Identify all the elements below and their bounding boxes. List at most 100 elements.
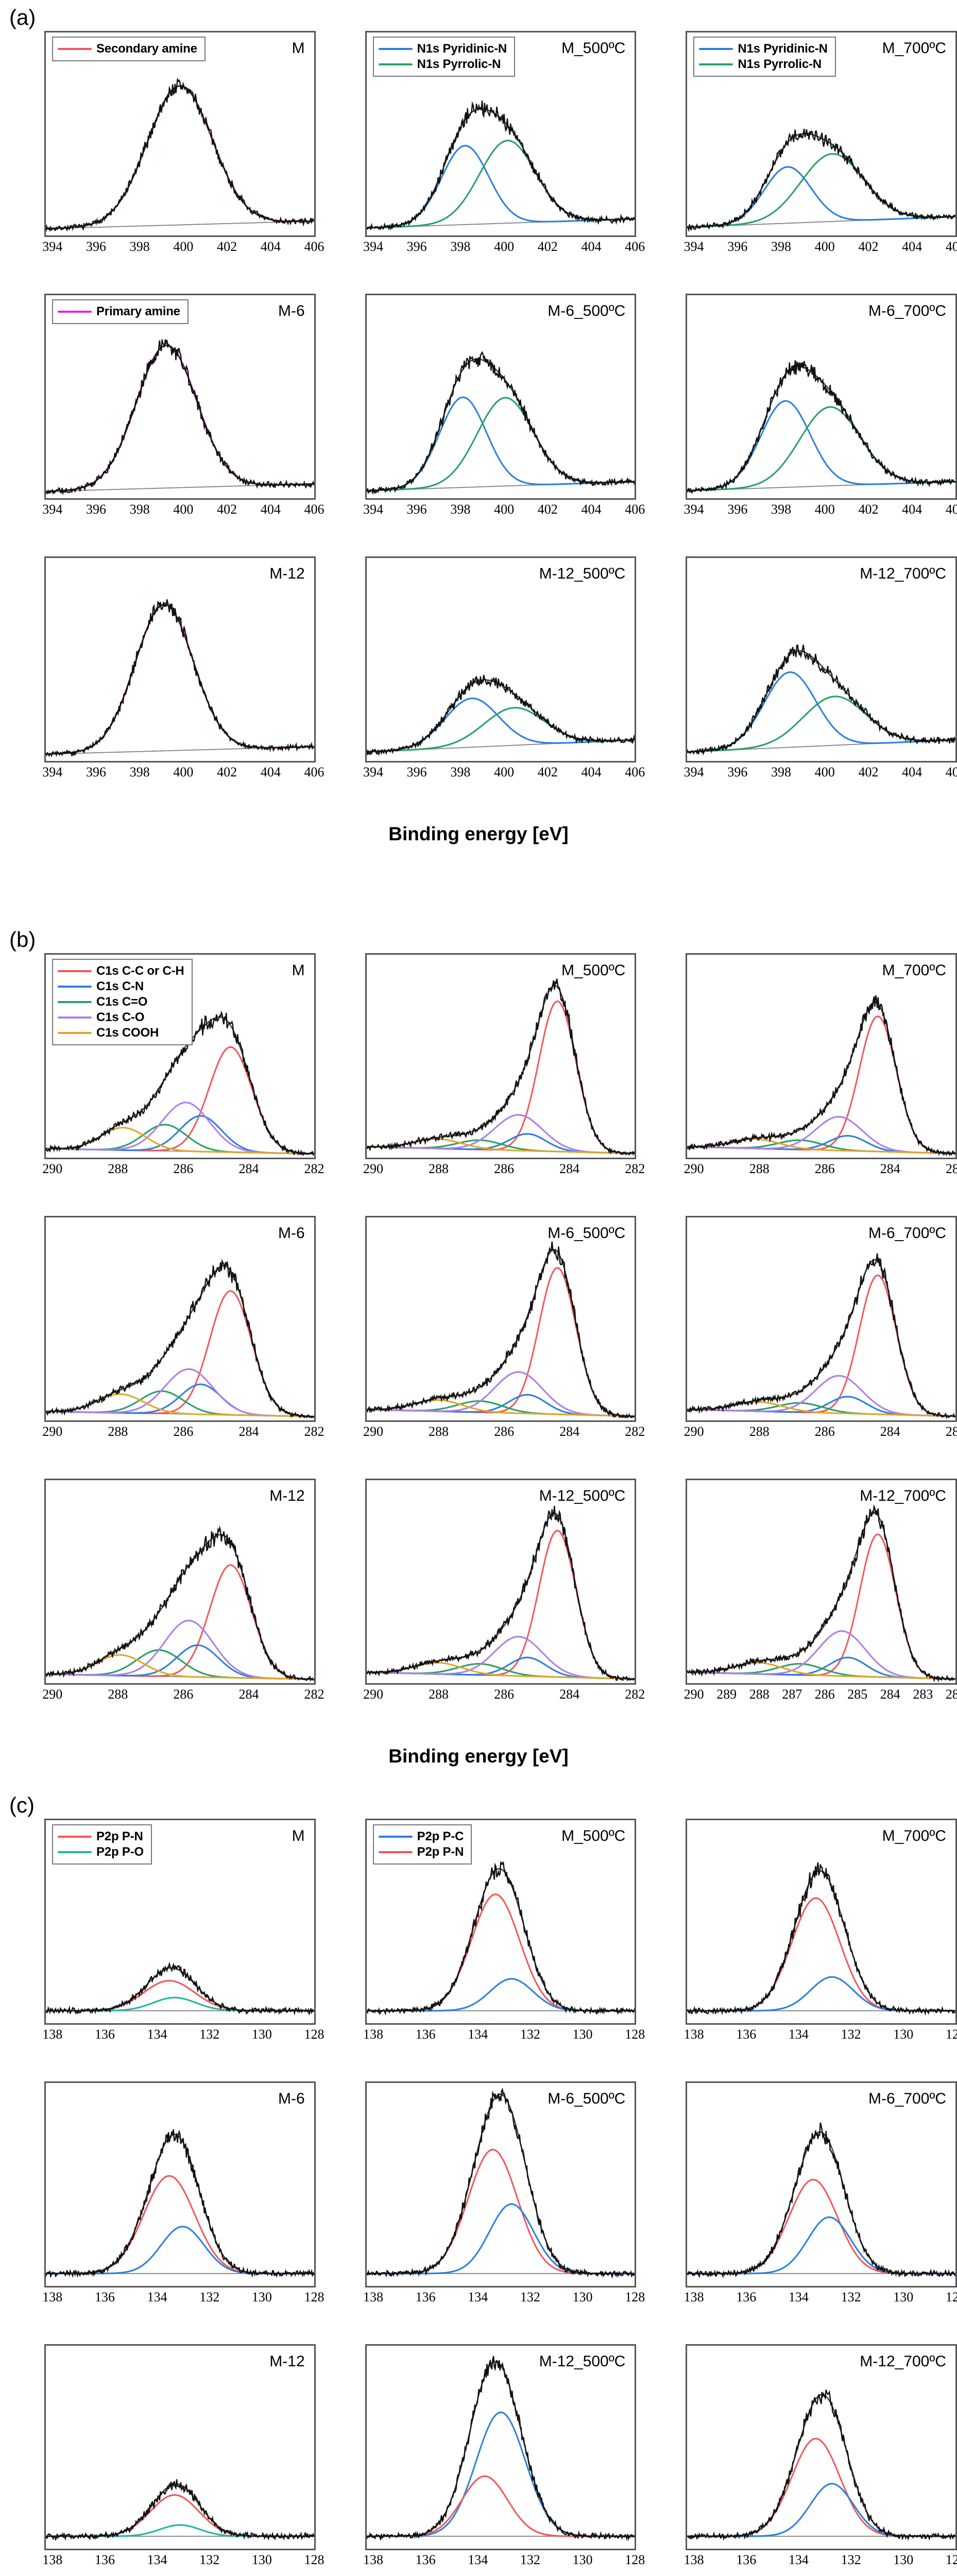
x-tick-label: 400 [494, 765, 515, 779]
x-tick-label: 282 [625, 1161, 645, 1176]
legend-entry: P2p P-C [378, 1829, 464, 1844]
x-tick-label: 286 [814, 1161, 835, 1176]
x-axis-ticks: 394 396 398 400 402 404 406 [363, 239, 645, 261]
panel-title: M-12_700ºC [860, 1487, 946, 1504]
plot-area: M-12_500ºC [365, 2344, 637, 2550]
x-tick-label: 132 [520, 2290, 540, 2304]
x-tick-label: 282 [625, 1424, 645, 1439]
x-tick-label: 404 [581, 502, 602, 517]
x-tick-label: 288 [429, 1424, 449, 1439]
legend-label: P2p P-O [96, 1845, 144, 1859]
legend-label: C1s COOH [96, 1026, 159, 1040]
legend-label: N1s Pyrrolic-N [738, 57, 822, 72]
x-tick-label: 394 [683, 765, 704, 779]
legend-entry: P2p P-N [58, 1829, 144, 1844]
x-tick-label: 396 [86, 765, 106, 779]
spectrum-cell: Intensity [a.u.]M_700ºC13813613413213012… [641, 1819, 957, 2081]
x-tick-label: 406 [945, 239, 957, 254]
x-tick-label: 130 [572, 2027, 593, 2042]
x-tick-label: 284 [559, 1424, 580, 1439]
x-tick-label: 136 [415, 2552, 436, 2567]
x-tick-label: 282 [304, 1424, 324, 1439]
x-tick-label: 282 [625, 1687, 645, 1702]
x-tick-label: 286 [494, 1161, 515, 1176]
x-tick-label: 400 [173, 765, 194, 779]
spectrum-cell: Intensity [a.u.]Primary amineM-639439639… [0, 294, 324, 556]
x-tick-label: 404 [581, 765, 602, 779]
x-tick-label: 394 [363, 765, 383, 779]
legend-entry: C1s C-C or C-H [58, 963, 184, 979]
x-tick-label: 402 [537, 765, 558, 779]
x-tick-label: 290 [42, 1161, 63, 1176]
x-tick-label: 288 [429, 1687, 449, 1702]
x-tick-label: 290 [363, 1424, 383, 1439]
panel-title: M_700ºC [882, 40, 946, 57]
x-axis-ticks: 138 136 134 132 130 128 [42, 2290, 324, 2311]
legend-color-swatch [378, 1836, 413, 1838]
x-tick-label: 406 [945, 765, 957, 779]
panel-title: M_700ºC [882, 962, 946, 979]
x-tick-label: 402 [217, 502, 237, 517]
x-tick-label: 285 [847, 1687, 868, 1702]
panel-title: M_700ºC [882, 1827, 946, 1844]
x-tick-label: 404 [581, 239, 602, 254]
x-tick-label: 400 [814, 502, 835, 517]
x-tick-label: 398 [129, 765, 150, 779]
x-tick-label: 136 [94, 2552, 115, 2567]
x-tick-label: 130 [893, 2027, 914, 2042]
x-tick-label: 284 [238, 1161, 259, 1176]
plot-area: M-12_700ºC [686, 556, 957, 762]
panel-title: M-12 [269, 565, 305, 582]
spectrum-cell: Intensity [a.u.]M-12_700ºC29028928828728… [641, 1479, 957, 1741]
x-tick-label: 128 [304, 2290, 324, 2304]
x-tick-label: 398 [771, 239, 792, 254]
x-tick-label: 283 [913, 1687, 933, 1702]
panel-title: M-6_500ºC [548, 2090, 626, 2107]
legend-entry: P2p P-N [378, 1844, 464, 1860]
plot-area: P2p P-C P2p P-N M_500ºC [365, 1819, 637, 2025]
x-tick-label: 402 [858, 502, 879, 517]
legend-entry: C1s C-O [58, 1010, 184, 1025]
x-tick-label: 396 [727, 239, 748, 254]
x-axis-ticks: 290 289 288 287 286 285 284 283 282 [684, 1687, 957, 1708]
legend-color-swatch [58, 986, 92, 988]
legend-label: N1s Pyrrolic-N [417, 57, 501, 72]
x-tick-label: 282 [304, 1161, 324, 1176]
legend-entry: N1s Pyridinic-N [378, 41, 507, 57]
x-axis-ticks: 290 288 286 284 282 [363, 1161, 645, 1183]
x-tick-label: 402 [858, 765, 879, 779]
x-tick-label: 402 [217, 765, 237, 779]
x-tick-label: 400 [173, 502, 194, 517]
legend-label: C1s C-O [96, 1010, 145, 1025]
x-tick-label: 288 [108, 1161, 128, 1176]
x-tick-label: 130 [251, 2027, 272, 2042]
legend-label: C1s C=O [96, 995, 148, 1009]
panel-title: M_500ºC [561, 1827, 626, 1844]
x-tick-label: 398 [450, 765, 471, 779]
x-tick-label: 400 [814, 765, 835, 779]
x-tick-label: 128 [945, 2027, 957, 2042]
plot-area: M-6_500ºC [365, 294, 637, 500]
x-tick-label: 400 [494, 502, 515, 517]
x-tick-label: 402 [217, 239, 237, 254]
legend-color-swatch [378, 63, 413, 65]
plot-area: M-12_500ºC [365, 556, 637, 762]
spectrum-cell: Intensity [a.u.]M-6_700ºC138136134132130… [641, 2081, 957, 2344]
legend-label: C1s C-N [96, 979, 144, 994]
section-label-a: (a) [9, 5, 36, 29]
x-tick-label: 398 [771, 765, 792, 779]
legend-color-swatch [378, 48, 413, 50]
panel-title: M-6_500ºC [548, 302, 626, 319]
spectrum-cell: Intensity [a.u.]Secondary amineM39439639… [0, 31, 324, 294]
x-tick-label: 136 [736, 2552, 757, 2567]
plot-legend: N1s Pyridinic-N N1s Pyrrolic-N [372, 37, 516, 77]
panel-title: M [292, 1827, 305, 1844]
legend-label: Primary amine [96, 304, 180, 319]
x-tick-label: 284 [880, 1687, 900, 1702]
x-tick-label: 402 [537, 239, 558, 254]
